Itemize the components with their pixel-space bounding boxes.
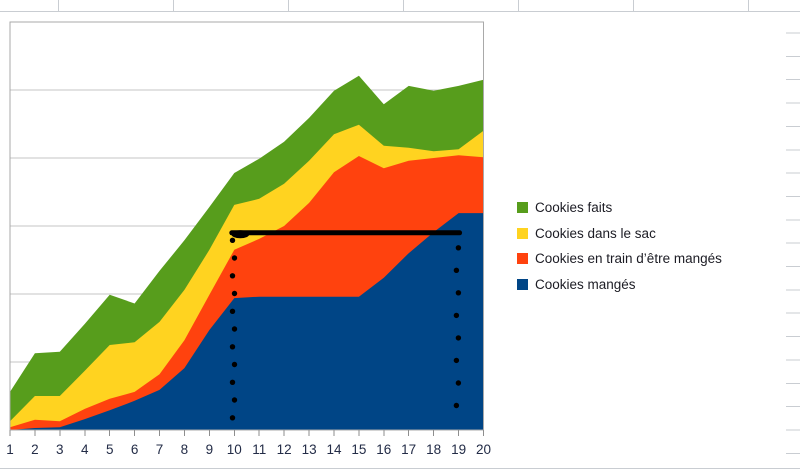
legend-swatch-icon <box>517 202 528 214</box>
area-series-1 <box>10 213 484 430</box>
x-axis-label: 9 <box>206 442 214 457</box>
x-axis-label: 11 <box>252 442 266 457</box>
x-axis-label: 12 <box>277 442 292 457</box>
annotation-dot <box>455 335 462 341</box>
legend-swatch-icon <box>517 279 528 291</box>
x-axis-label: 5 <box>106 442 114 457</box>
x-axis-label: 3 <box>56 442 64 457</box>
annotation-dot <box>455 245 462 251</box>
x-axis-label: 20 <box>476 442 491 457</box>
annotation-dot <box>229 273 236 279</box>
annotation-dot <box>453 267 460 273</box>
x-axis-label: 17 <box>401 442 416 457</box>
annotation-dot <box>229 415 236 421</box>
x-axis-label: 19 <box>451 442 466 457</box>
annotation-dot <box>453 312 460 319</box>
annotation-dot <box>231 397 238 403</box>
x-axis-label: 2 <box>31 442 39 457</box>
marker-annotation <box>229 230 463 421</box>
x-axis-label: 15 <box>351 442 366 457</box>
legend-label: Cookies dans le sac <box>535 225 656 241</box>
annotation-line-blob <box>231 230 250 239</box>
legend-item: Cookies faits <box>517 195 722 221</box>
annotation-dot <box>453 402 460 409</box>
x-axis-label: 18 <box>426 442 441 457</box>
legend-item: Cookies en train d’être mangés <box>517 246 722 272</box>
annotation-dot <box>229 344 236 350</box>
x-axis-label: 14 <box>326 442 342 457</box>
x-axis-label: 16 <box>376 442 391 457</box>
x-axis-label: 6 <box>131 442 139 457</box>
plot-area[interactable]: 1 2 3 4 5 6 7 8 9 10 11 12 13 14 15 16 17 18 19 20 <box>6 21 491 457</box>
x-axis-label: 1 <box>6 442 14 457</box>
legend-swatch-icon <box>517 227 528 239</box>
annotation-dot <box>231 290 238 297</box>
legend-item: Cookies mangés <box>517 272 722 298</box>
annotation-dot <box>455 380 462 386</box>
x-axis-label: 13 <box>302 442 317 457</box>
annotation-dot <box>455 290 462 296</box>
legend-item: Cookies dans le sac <box>517 221 722 247</box>
legend-label: Cookies faits <box>535 200 613 216</box>
annotation-dot <box>453 357 460 364</box>
x-axis-label: 7 <box>156 442 164 457</box>
annotation-dot <box>229 308 236 314</box>
x-axis-label: 10 <box>227 442 242 457</box>
annotation-dot <box>231 326 238 332</box>
plot-border <box>9 21 484 431</box>
annotation-dot <box>229 379 236 385</box>
x-axis-label: 8 <box>181 442 189 457</box>
x-axis-label: 4 <box>81 442 89 457</box>
legend-swatch-icon <box>517 253 528 265</box>
legend-label: Cookies en train d’être mangés <box>535 251 722 267</box>
annotation-dot <box>231 255 238 261</box>
annotation-dot <box>229 237 236 243</box>
annotation-dot <box>231 361 238 368</box>
chart-legend: Cookies faits Cookies dans le sac Cookies … <box>517 195 722 297</box>
legend-label: Cookies mangés <box>535 276 636 292</box>
